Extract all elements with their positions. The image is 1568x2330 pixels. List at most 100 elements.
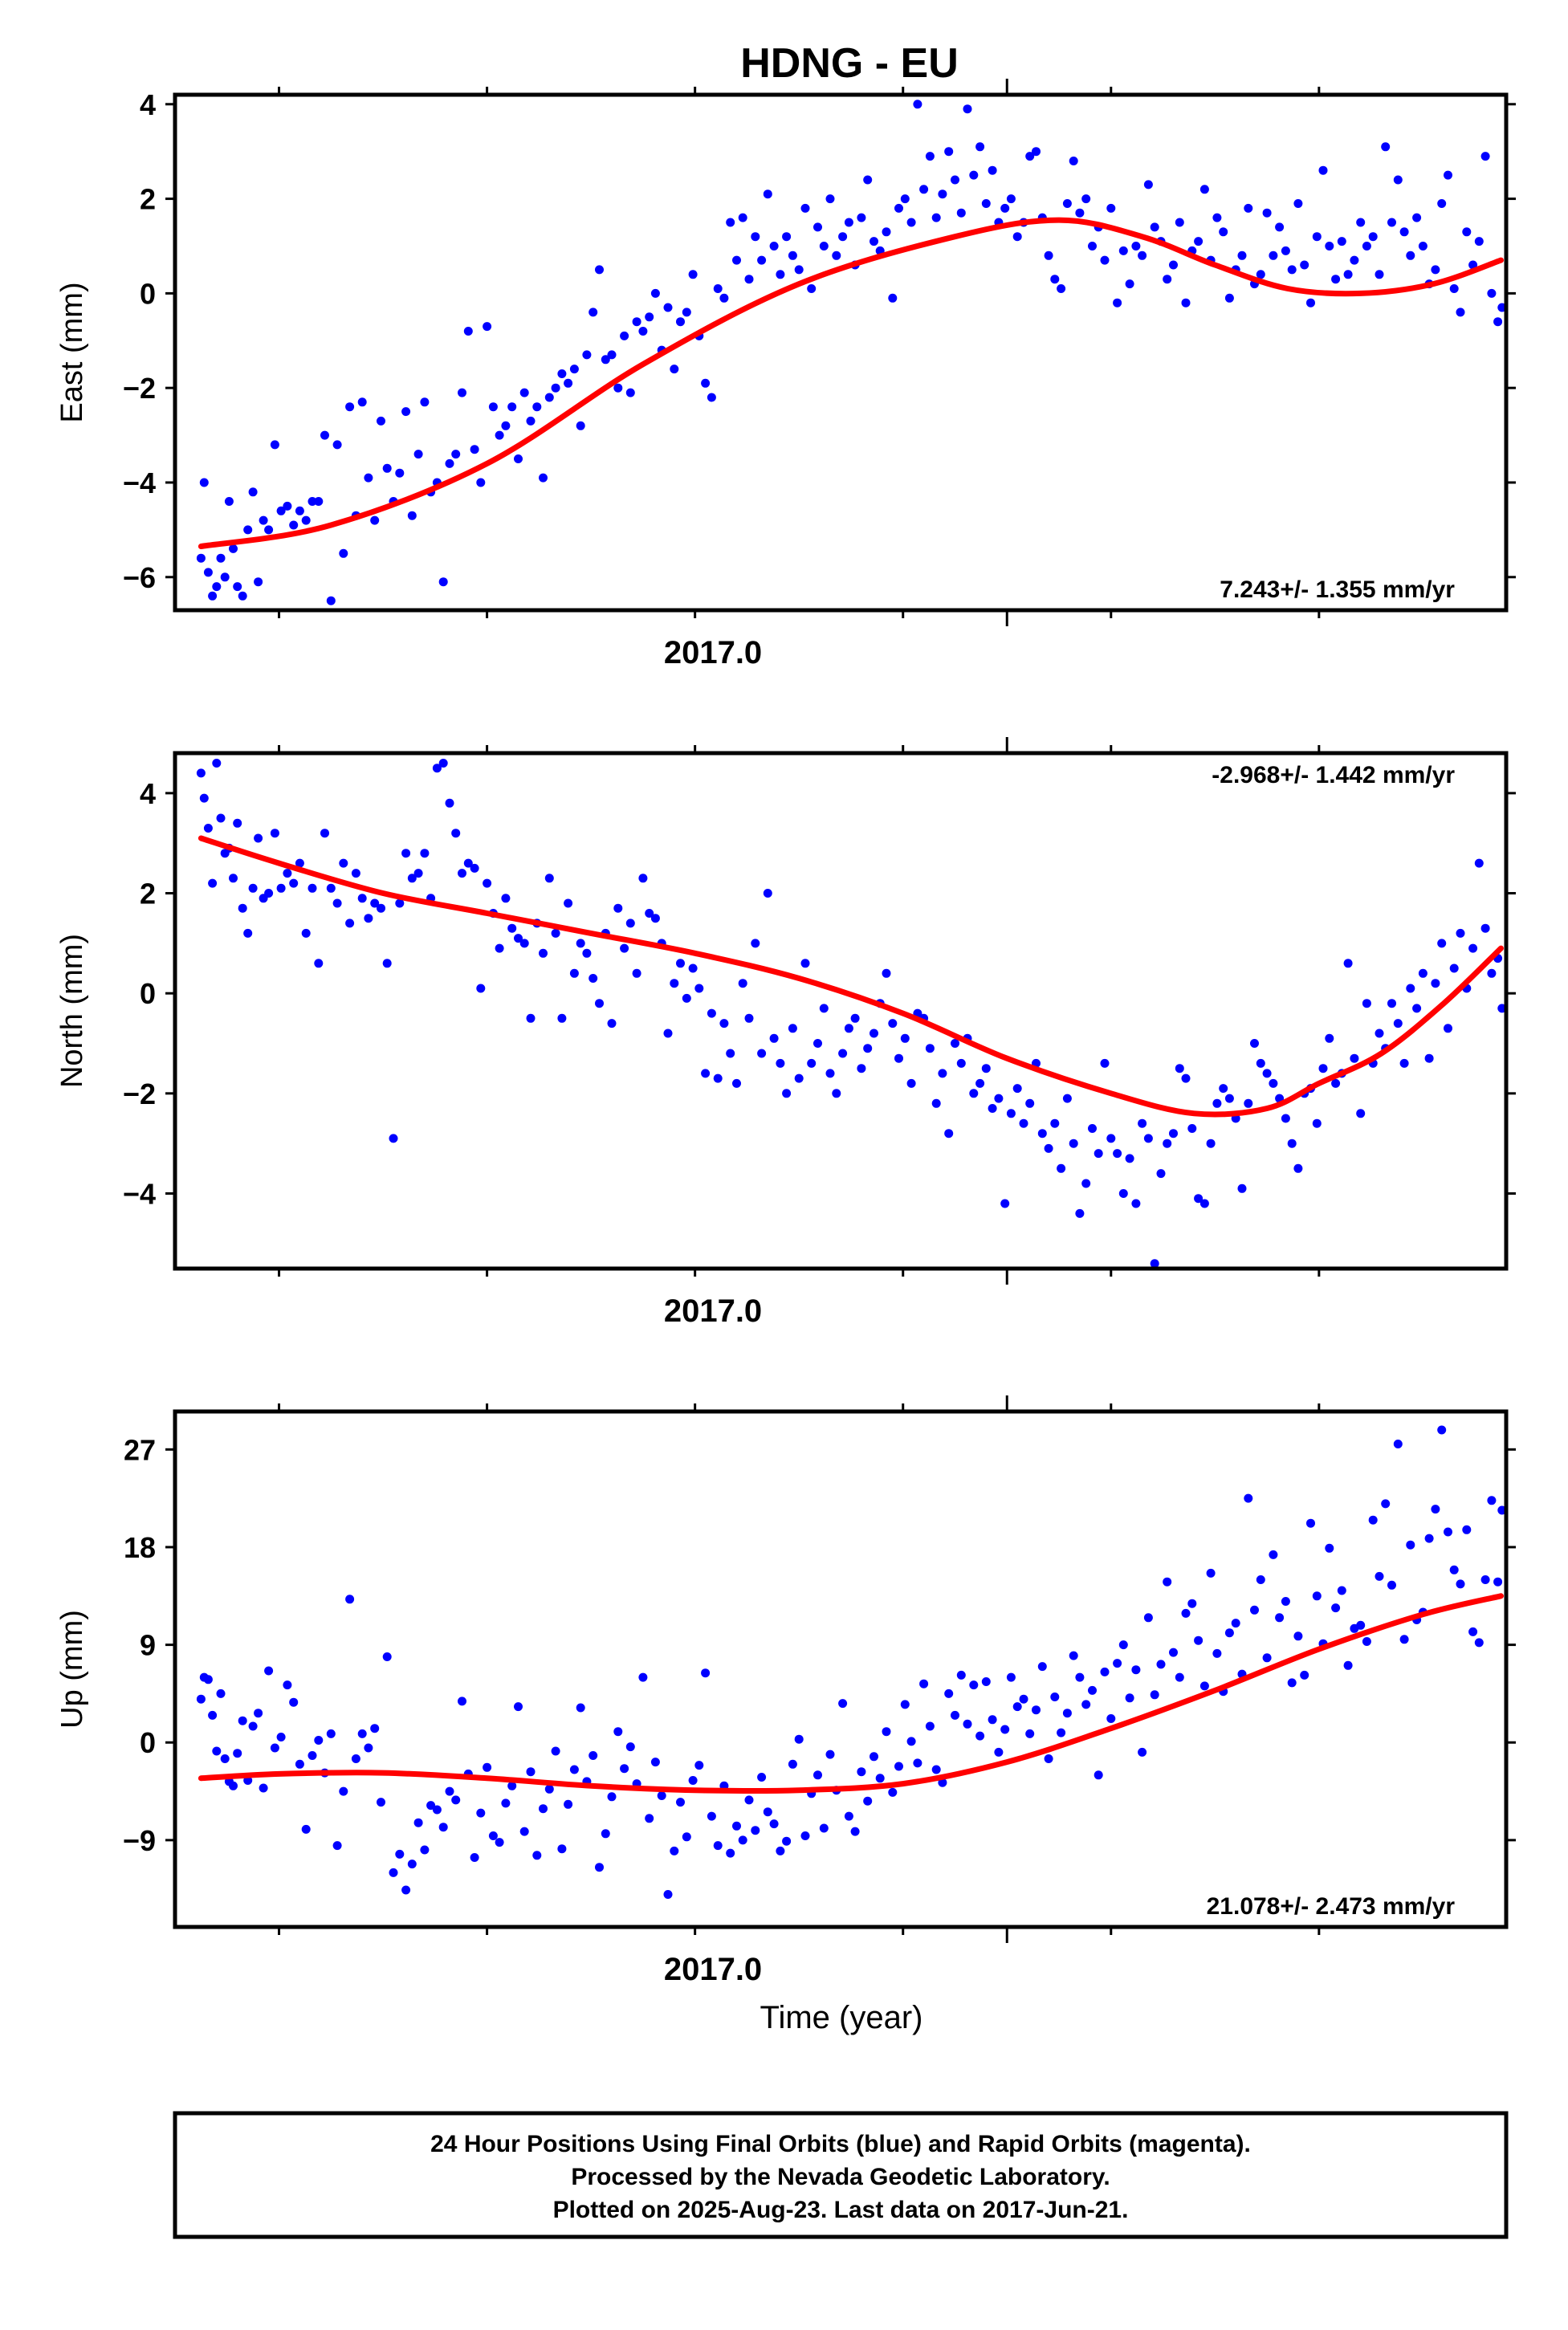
up-data-point [1362,1637,1371,1646]
east-data-point [1393,175,1403,185]
east-ytick-label: −6 [123,561,156,594]
up-data-point [1431,1505,1440,1514]
north-data-point [1012,1084,1022,1094]
east-data-point [212,582,222,592]
north-data-point [1431,979,1440,988]
north-data-point [807,1058,817,1068]
north-data-point [782,1089,792,1098]
north-data-point [248,883,258,893]
up-data-point [1437,1425,1447,1435]
east-data-point [276,506,286,515]
north-data-point [382,959,392,968]
up-data-point [951,1710,959,1720]
north-data-point [1088,1124,1097,1133]
up-data-point [382,1652,392,1661]
north-data-point [1456,928,1465,938]
north-data-point [707,1008,716,1018]
north-data-point [1281,1114,1290,1123]
up-data-point [212,1746,222,1756]
north-data-point [507,923,517,933]
north-data-point [339,858,348,868]
up-data-point [670,1846,679,1855]
east-data-point [1381,142,1391,152]
up-data-point [763,1807,772,1817]
north-data-point [1143,1134,1153,1143]
east-data-point [1287,265,1297,275]
east-axes: 4 2 0 −2 −4 −6 [123,79,1516,626]
east-data-point [526,416,536,426]
north-data-point [713,1073,723,1083]
east-data-point [1050,275,1060,284]
east-data-point [1163,275,1172,284]
east-data-point [1125,279,1134,289]
north-data-point [401,849,411,858]
east-data-point [882,227,891,237]
north-data-point [320,829,329,838]
east-data-point [645,312,654,322]
up-data-point [1012,1702,1022,1712]
up-data-point [875,1774,885,1783]
east-data-point [1368,232,1378,242]
north-data-point [650,914,660,923]
north-data-point [694,984,704,993]
up-data-point [351,1754,360,1763]
north-data-point [1100,1058,1110,1068]
up-data-point [229,1781,238,1790]
east-data-point [544,393,554,402]
north-data-point [229,874,238,883]
east-data-point [289,520,299,530]
up-data-point [707,1811,716,1821]
east-data-point [438,577,448,587]
east-data-point [295,506,304,515]
up-data-point [445,1786,454,1796]
north-data-point [1480,923,1490,933]
east-data-point [259,515,268,525]
north-data-point [295,858,304,868]
east-data-point [1256,270,1265,279]
north-data-point [208,878,218,888]
up-data-point [1368,1515,1378,1525]
east-data-point [595,265,604,275]
north-data-point [557,1013,567,1023]
north-fit-line [198,835,1504,1118]
up-data-point [1025,1729,1035,1738]
up-data-point [514,1702,523,1712]
up-data-point [203,1675,213,1684]
east-data-point [663,303,673,312]
up-data-point [1244,1493,1253,1503]
up-data-point [276,1733,286,1741]
up-data-point [1269,1550,1278,1559]
up-data-point [900,1700,910,1709]
up-data-point [1044,1754,1053,1763]
east-data-point [963,104,972,114]
north-data-point [800,959,810,968]
up-data-point [345,1595,355,1604]
up-fit-line [198,1593,1504,1794]
up-data-point [557,1844,567,1854]
up-data-point [757,1773,767,1782]
up-data-point [613,1727,623,1737]
up-data-point [894,1762,903,1771]
north-data-point [1331,1078,1341,1088]
east-data-point [220,572,230,582]
up-data-point [519,1827,529,1836]
north-data-point [289,878,299,888]
east-data-point [1399,227,1409,237]
north-data-point [463,858,473,868]
north-data-point [351,869,360,878]
up-data-point [1387,1580,1396,1590]
up-data-point [254,1709,263,1718]
up-data-point [1156,1660,1166,1669]
figure-title: HDNG - EU [740,40,959,87]
up-data-point [1062,1709,1072,1718]
east-data-point [701,378,711,388]
east-data-point [451,450,461,459]
up-data-point [1493,1577,1503,1587]
north-data-point [199,793,209,803]
east-data-point [670,365,679,374]
up-data-point [395,1849,405,1859]
east-data-point [1088,242,1097,251]
north-data-point [701,1069,711,1078]
north-data-point [969,1089,979,1098]
